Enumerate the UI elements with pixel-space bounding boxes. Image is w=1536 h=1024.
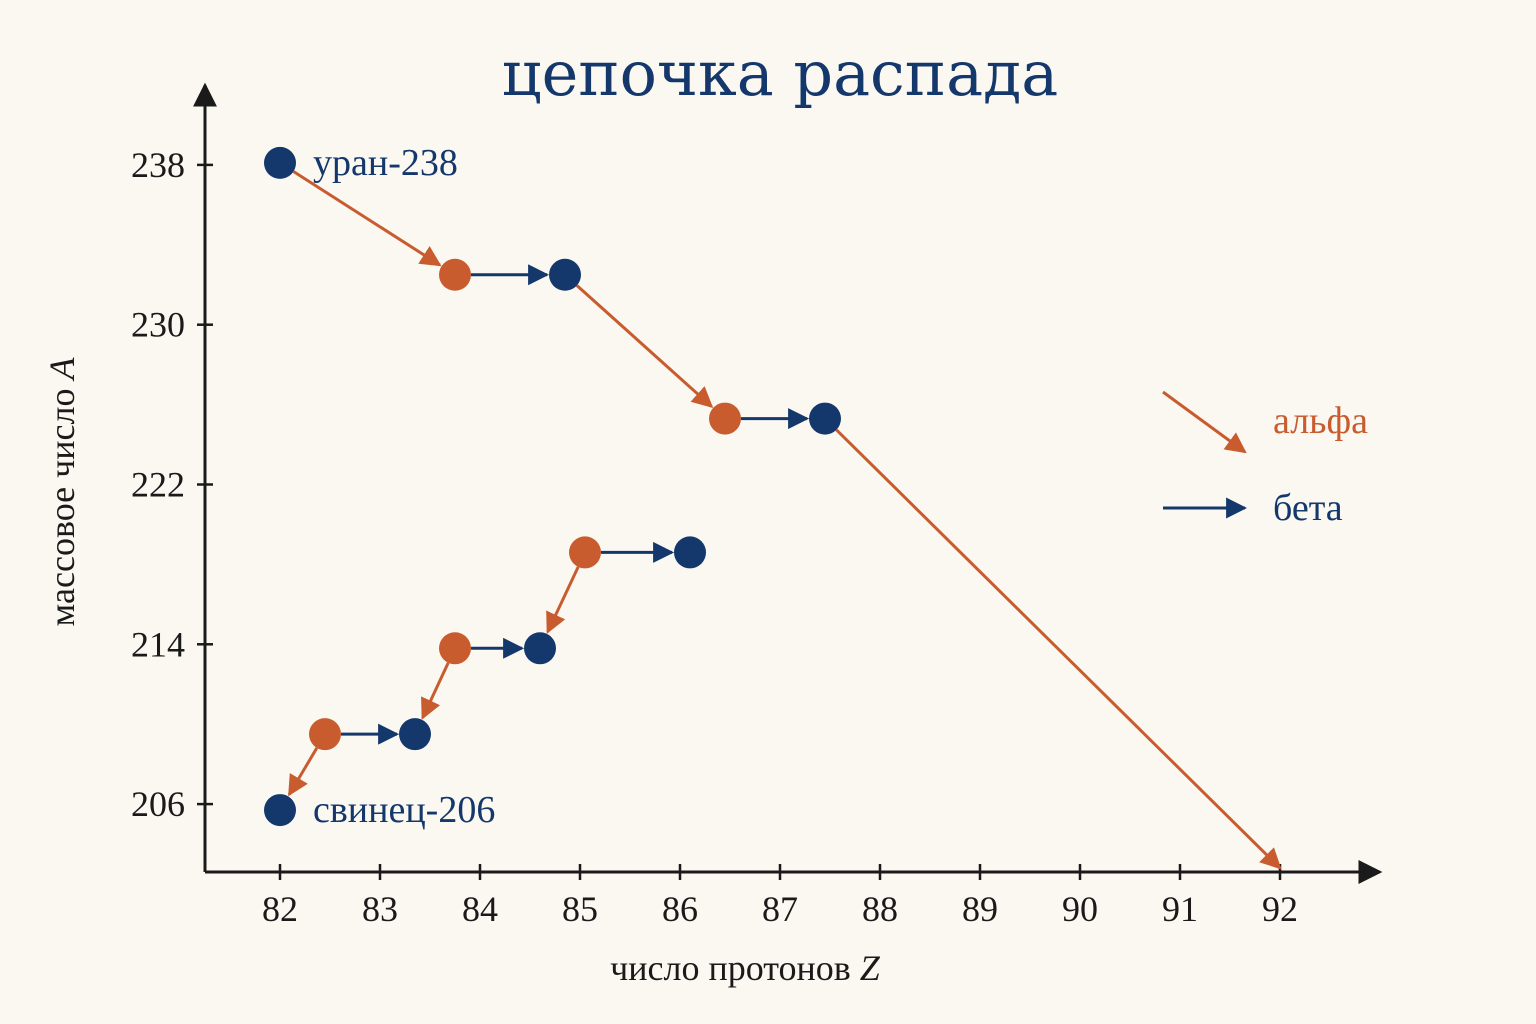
alpha-decay-arrow bbox=[575, 284, 714, 408]
alpha-decay-arrow bbox=[421, 662, 450, 720]
x-tick-label: 92 bbox=[1262, 889, 1298, 929]
y-tick-label: 222 bbox=[131, 464, 185, 504]
axes bbox=[193, 82, 1383, 884]
legend-alpha-arrow bbox=[1162, 390, 1247, 454]
alpha-decay-arrow bbox=[292, 170, 442, 267]
nuclide-point-pb206 bbox=[264, 794, 296, 827]
nuclide-point-u238 bbox=[264, 146, 296, 179]
nuclide-point-n3 bbox=[709, 402, 741, 435]
nuclide-label-pb206: свинец-206 bbox=[313, 789, 495, 831]
nuclide-point-n4 bbox=[809, 402, 841, 435]
alpha-decay-arrow bbox=[287, 747, 319, 797]
x-tick-label: 87 bbox=[762, 889, 798, 929]
x-tick-label: 88 bbox=[862, 889, 898, 929]
x-tick-label: 83 bbox=[362, 889, 398, 929]
alpha-decay-arrow bbox=[835, 428, 1282, 870]
x-tick-label: 89 bbox=[962, 889, 998, 929]
nuclide-point-n9 bbox=[309, 718, 341, 751]
y-tick-label: 238 bbox=[131, 145, 185, 185]
legend-beta-label: бета bbox=[1273, 487, 1343, 529]
y-tick-label: 230 bbox=[131, 305, 185, 345]
nuclide-point-n1 bbox=[439, 258, 471, 291]
nuclide-label-u238: уран-238 bbox=[313, 142, 458, 184]
y-axis-ticks: 206 214 222 230 238 bbox=[131, 145, 213, 824]
x-tick-label: 86 bbox=[662, 889, 698, 929]
alpha-decay-arrow bbox=[546, 566, 580, 634]
nuclide-point-n8 bbox=[524, 632, 556, 665]
nuclide-point-n6 bbox=[674, 536, 706, 569]
y-axis-label-text: массовое число bbox=[42, 380, 82, 627]
y-axis-label: массовое число A bbox=[42, 357, 82, 627]
chart-title: цепочка распада bbox=[502, 37, 1058, 110]
nuclide-labels: уран-238 свинец-206 bbox=[313, 142, 495, 831]
x-tick-label: 82 bbox=[262, 889, 298, 929]
x-tick-label: 84 bbox=[462, 889, 498, 929]
legend-alpha-label: альфа bbox=[1273, 400, 1368, 442]
x-axis-ticks: 82 83 84 85 86 87 88 89 90 91 92 bbox=[262, 864, 1298, 929]
nuclide-point-n7 bbox=[439, 632, 471, 665]
x-axis-label-text: число протонов bbox=[610, 948, 860, 988]
nuclide-point-n2 bbox=[549, 258, 581, 291]
y-tick-label: 206 bbox=[131, 784, 185, 824]
x-axis-label: число протонов Z bbox=[610, 948, 881, 988]
x-tick-label: 91 bbox=[1162, 889, 1198, 929]
nuclide-point-n10 bbox=[399, 718, 431, 751]
legend: альфа бета bbox=[1162, 390, 1368, 529]
y-tick-label: 214 bbox=[131, 624, 185, 664]
x-tick-label: 90 bbox=[1062, 889, 1098, 929]
x-tick-label: 85 bbox=[562, 889, 598, 929]
nuclide-point-n5 bbox=[569, 536, 601, 569]
y-axis-label-symbol: A bbox=[42, 357, 82, 382]
decay-transitions bbox=[287, 170, 1282, 870]
nuclide-nodes bbox=[264, 146, 841, 827]
x-axis-label-symbol: Z bbox=[860, 948, 881, 988]
